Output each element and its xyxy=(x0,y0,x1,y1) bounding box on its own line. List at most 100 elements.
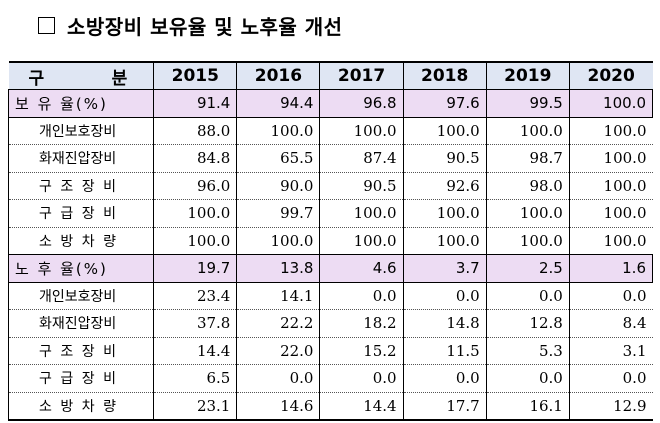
row-value: 100.0 xyxy=(485,226,570,255)
row-label: 화재진압장비 xyxy=(7,309,154,337)
row-value: 65.5 xyxy=(236,144,320,172)
row-value: 87.4 xyxy=(319,144,404,172)
row-value: 100.0 xyxy=(568,199,653,227)
row-value: 100.0 xyxy=(236,226,320,255)
row-value: 100.0 xyxy=(319,117,404,145)
row-value: 8.4 xyxy=(568,309,653,337)
row-label: 화재진압장비 xyxy=(7,144,154,172)
table-row: 개인보호장비 23.4 14.1 0.0 0.0 0.0 0.0 xyxy=(7,282,653,310)
header-year-2020: 2020 xyxy=(568,61,653,90)
row-value: 98.7 xyxy=(485,144,570,172)
row-value: 98.0 xyxy=(485,171,570,200)
row-value: 12.9 xyxy=(568,391,653,421)
table-row: 소방차량 100.0 100.0 100.0 100.0 100.0 100.0 xyxy=(7,226,653,255)
row-value: 5.3 xyxy=(485,336,570,365)
heading-title: 소방장비 보유율 및 노후율 개선 xyxy=(67,14,343,39)
table-row: 개인보호장비 88.0 100.0 100.0 100.0 100.0 100.0 xyxy=(7,117,653,145)
table-row: 구급장비 6.5 0.0 0.0 0.0 0.0 0.0 xyxy=(7,364,653,392)
row-value: 37.8 xyxy=(153,309,237,337)
header-year-2015: 2015 xyxy=(153,61,237,90)
row-value: 100.0 xyxy=(236,117,320,145)
row-value: 23.4 xyxy=(153,282,237,310)
row-value: 22.0 xyxy=(236,336,320,365)
row-value: 88.0 xyxy=(153,117,237,145)
header-label-left: 구 xyxy=(28,68,45,89)
summary-row-aging: 노 후 율(%) 19.7 13.8 4.6 3.7 2.5 1.6 xyxy=(7,254,654,283)
row-label: 소방차량 xyxy=(7,391,154,421)
row-value: 22.2 xyxy=(236,309,320,337)
row-value: 0.0 xyxy=(319,282,404,310)
row-value: 11.5 xyxy=(402,336,487,365)
checkbox-square-icon xyxy=(38,16,55,34)
row-value: 0.0 xyxy=(485,364,570,392)
row-value: 23.1 xyxy=(153,391,237,421)
summary-value: 99.5 xyxy=(485,89,570,118)
row-value: 100.0 xyxy=(153,199,237,227)
row-value: 100.0 xyxy=(568,144,653,172)
row-value: 100.0 xyxy=(568,117,653,145)
row-value: 100.0 xyxy=(402,199,487,227)
row-value: 14.1 xyxy=(236,282,320,310)
row-label: 구급장비 xyxy=(7,199,154,227)
summary-value: 1.6 xyxy=(568,254,654,283)
header-year-2019: 2019 xyxy=(485,61,570,90)
row-value: 100.0 xyxy=(319,226,404,255)
row-value: 90.0 xyxy=(236,171,320,200)
document-heading: 소방장비 보유율 및 노후율 개선 xyxy=(38,10,343,40)
summary-value: 3.7 xyxy=(402,254,487,283)
row-value: 0.0 xyxy=(402,282,487,310)
row-value: 0.0 xyxy=(568,364,653,392)
summary-label: 보 유 율(%) xyxy=(7,89,154,118)
summary-value: 94.4 xyxy=(236,89,320,118)
row-value: 17.7 xyxy=(402,391,487,421)
row-value: 84.8 xyxy=(153,144,237,172)
table-row: 구조장비 96.0 90.0 90.5 92.6 98.0 100.0 xyxy=(7,171,653,200)
table-row: 화재진압장비 37.8 22.2 18.2 14.8 12.8 8.4 xyxy=(7,309,653,337)
summary-value: 96.8 xyxy=(319,89,404,118)
row-value: 100.0 xyxy=(485,117,570,145)
table-row: 화재진압장비 84.8 65.5 87.4 90.5 98.7 100.0 xyxy=(7,144,653,172)
row-label: 개인보호장비 xyxy=(7,117,154,145)
row-value: 14.4 xyxy=(153,336,237,365)
summary-value: 19.7 xyxy=(153,254,237,283)
row-value: 16.1 xyxy=(485,391,570,421)
header-category-cell: 구 분 xyxy=(8,61,154,90)
summary-value: 100.0 xyxy=(568,89,654,118)
row-value: 18.2 xyxy=(319,309,404,337)
row-value: 0.0 xyxy=(319,364,404,392)
row-value: 0.0 xyxy=(485,282,570,310)
row-value: 0.0 xyxy=(568,282,653,310)
row-label: 개인보호장비 xyxy=(7,282,154,310)
row-label: 구조장비 xyxy=(7,171,154,200)
summary-value: 91.4 xyxy=(153,89,237,118)
row-value: 92.6 xyxy=(402,171,487,200)
summary-value: 4.6 xyxy=(319,254,404,283)
row-value: 99.7 xyxy=(236,199,320,227)
row-value: 12.8 xyxy=(485,309,570,337)
summary-value: 2.5 xyxy=(485,254,570,283)
row-value: 14.4 xyxy=(319,391,404,421)
table-row: 구급장비 100.0 99.7 100.0 100.0 100.0 100.0 xyxy=(7,199,653,227)
row-label: 구조장비 xyxy=(7,336,154,365)
row-value: 0.0 xyxy=(236,364,320,392)
row-value: 100.0 xyxy=(568,171,653,200)
summary-row-retention: 보 유 율(%) 91.4 94.4 96.8 97.6 99.5 100.0 xyxy=(7,89,654,118)
row-value: 15.2 xyxy=(319,336,404,365)
table-header-row: 구 분 2015 2016 2017 2018 2019 2020 xyxy=(8,61,653,90)
row-value: 3.1 xyxy=(568,336,653,365)
row-value: 14.6 xyxy=(236,391,320,421)
summary-label: 노 후 율(%) xyxy=(7,254,154,283)
equipment-rate-table: 구 분 2015 2016 2017 2018 2019 2020 보 유 율(… xyxy=(7,61,654,421)
row-value: 90.5 xyxy=(402,144,487,172)
row-value: 90.5 xyxy=(319,171,404,200)
header-year-2016: 2016 xyxy=(236,61,320,90)
header-year-2018: 2018 xyxy=(402,61,487,90)
row-label: 구급장비 xyxy=(7,364,154,392)
row-value: 100.0 xyxy=(402,117,487,145)
row-value: 14.8 xyxy=(402,309,487,337)
header-label-right: 분 xyxy=(111,68,128,89)
table-row: 소방차량 23.1 14.6 14.4 17.7 16.1 12.9 xyxy=(7,391,653,421)
row-value: 100.0 xyxy=(485,199,570,227)
row-value: 100.0 xyxy=(319,199,404,227)
summary-value: 97.6 xyxy=(402,89,487,118)
